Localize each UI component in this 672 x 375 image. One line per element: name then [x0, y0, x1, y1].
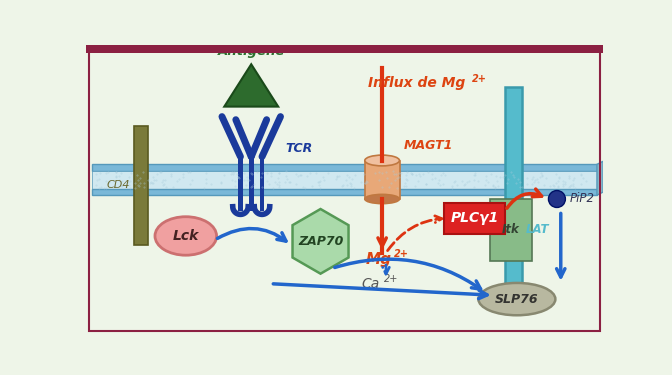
- Bar: [444, 203, 505, 234]
- Text: 2+: 2+: [394, 249, 409, 259]
- Text: Ca: Ca: [362, 277, 380, 291]
- Ellipse shape: [365, 194, 399, 204]
- Text: Mg: Mg: [366, 252, 391, 267]
- Bar: [365, 160, 400, 199]
- Text: Antigène: Antigène: [218, 45, 285, 58]
- Ellipse shape: [365, 155, 399, 166]
- Polygon shape: [224, 64, 278, 106]
- Ellipse shape: [155, 217, 216, 255]
- Ellipse shape: [548, 190, 565, 207]
- Text: ZAP70: ZAP70: [298, 235, 343, 248]
- Bar: [238, 157, 243, 210]
- Text: Lck: Lck: [173, 229, 199, 243]
- Text: TCR: TCR: [286, 142, 313, 156]
- Text: MAGT1: MAGT1: [404, 139, 453, 152]
- Text: PiP2: PiP2: [569, 192, 594, 206]
- Bar: [259, 157, 264, 210]
- Bar: [490, 199, 532, 261]
- Text: 2+: 2+: [384, 274, 398, 284]
- Text: CD4: CD4: [107, 180, 130, 190]
- Polygon shape: [292, 209, 349, 274]
- Bar: [249, 157, 254, 210]
- Text: SLP76: SLP76: [495, 292, 539, 306]
- Bar: [86, 45, 603, 53]
- Bar: [92, 171, 597, 189]
- Ellipse shape: [478, 283, 555, 315]
- Text: Itk: Itk: [502, 223, 519, 236]
- Text: 2+: 2+: [472, 74, 487, 84]
- Bar: [505, 87, 521, 307]
- Bar: [92, 189, 597, 195]
- Bar: [134, 126, 148, 245]
- Text: PLCγ1: PLCγ1: [450, 211, 499, 225]
- Text: Influx de Mg: Influx de Mg: [368, 76, 466, 90]
- Bar: [92, 164, 597, 171]
- Polygon shape: [597, 161, 603, 195]
- Text: LAT: LAT: [526, 223, 549, 236]
